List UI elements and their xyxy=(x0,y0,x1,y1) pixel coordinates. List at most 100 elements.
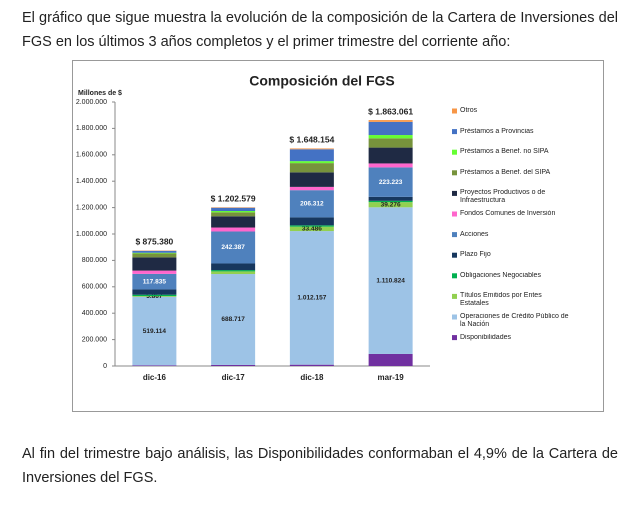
bar-segment xyxy=(211,364,256,366)
data-label: 242.387 xyxy=(221,244,245,251)
legend-entry: Acciones xyxy=(460,230,489,238)
legend-label: Disponibilidades xyxy=(460,333,511,341)
legend-entry: Disponibilidades xyxy=(460,333,511,341)
y-tick-label: 1.200.000 xyxy=(76,204,107,211)
bar-segment xyxy=(289,149,334,162)
bar-segment xyxy=(289,163,334,173)
bar-segment xyxy=(368,353,413,366)
bar-segment xyxy=(289,172,334,187)
legend-swatch xyxy=(452,314,457,320)
data-label: 688.717 xyxy=(221,316,245,323)
legend-label: Préstamos a Provincias xyxy=(460,127,534,135)
legend-swatch xyxy=(452,293,457,299)
bar-segment xyxy=(211,231,256,264)
bar-segment xyxy=(132,365,177,366)
y-axis-label: Millones de $ xyxy=(78,90,122,97)
bar-segment xyxy=(289,217,334,226)
legend-entry: Títulos Emitidos por Entes Estatales xyxy=(460,292,542,308)
legend-entry: Proyectos Productivos o de Infraestructu… xyxy=(460,189,545,204)
legend-entry: Plazo Fijo xyxy=(460,251,491,259)
legend-label: Plazo Fijo xyxy=(460,251,491,259)
bar-segment xyxy=(211,270,256,272)
bar-segment xyxy=(368,200,413,203)
legend-swatch xyxy=(452,149,457,155)
bar-segment xyxy=(368,121,413,136)
bar-segment xyxy=(211,263,256,271)
legend-label: Fondos Comunes de Inversión xyxy=(460,210,556,217)
y-tick-label: 200.000 xyxy=(82,336,107,343)
legend-entry: Obligaciones Negociables xyxy=(460,272,541,279)
total-label: $ 1.648.154 xyxy=(289,135,334,145)
bar-segment xyxy=(368,163,413,168)
legend-swatch xyxy=(452,335,457,341)
y-tick-label: 400.000 xyxy=(82,310,107,317)
chart-title: Composición del FGS xyxy=(249,73,394,89)
legend-swatch xyxy=(452,129,457,135)
paragraph: El gráfico que sigue muestra la evolució… xyxy=(22,10,618,50)
legend-label: Operaciones de Crédito Público de la Nac… xyxy=(460,313,569,328)
bar-segment xyxy=(368,207,413,354)
chart-frame xyxy=(72,60,604,412)
legend-swatch xyxy=(452,252,457,258)
paragraph: Al fin del trimestre bajo análisis, las … xyxy=(22,446,618,486)
bar-segment xyxy=(132,257,177,271)
bar-segment xyxy=(211,212,256,217)
legend-swatch xyxy=(452,211,457,217)
bar-segment xyxy=(211,216,256,228)
bar-segment xyxy=(132,250,177,253)
bar-segment xyxy=(368,202,413,208)
legend-entry: Fondos Comunes de Inversión xyxy=(460,210,556,217)
bar-segment xyxy=(132,252,177,254)
legend-entry: Préstamos a Benef. del SIPA xyxy=(460,168,551,176)
y-tick-label: 1.400.000 xyxy=(76,178,107,185)
legend-swatch xyxy=(452,232,457,238)
legend-entry: Préstamos a Provincias xyxy=(460,127,534,135)
legend-swatch xyxy=(452,108,457,114)
legend-entry: Otros xyxy=(460,107,478,114)
total-label: $ 1.202.579 xyxy=(211,194,256,204)
legend-label: Acciones xyxy=(460,230,489,238)
total-label: $ 1.863.061 xyxy=(368,106,413,116)
bar-segment xyxy=(211,274,256,365)
bar-segment xyxy=(211,227,256,232)
bar-segment xyxy=(289,225,334,227)
legend-label: Préstamos a Benef. del SIPA xyxy=(460,168,551,176)
data-label: 1.110.824 xyxy=(376,277,405,284)
legend-label: Préstamos a Benef. no SIPA xyxy=(460,148,549,156)
data-label: 519.114 xyxy=(143,328,167,335)
y-tick-label: 1.800.000 xyxy=(76,125,107,132)
data-label: 1.012.157 xyxy=(297,295,326,302)
bar-segment xyxy=(132,296,177,366)
data-label: 33.486 xyxy=(302,226,322,233)
legend-swatch xyxy=(452,273,457,279)
y-tick-label: 0 xyxy=(103,363,107,370)
x-tick-label: mar-19 xyxy=(378,373,405,382)
bar-segment xyxy=(132,253,177,258)
data-label: 117.835 xyxy=(143,278,167,285)
bar-segment xyxy=(368,138,413,148)
x-tick-label: dic-18 xyxy=(300,373,324,382)
bar-segment xyxy=(289,190,334,218)
y-tick-label: 1.000.000 xyxy=(76,231,107,238)
bar-segment xyxy=(211,271,256,275)
y-tick-label: 800.000 xyxy=(82,257,107,264)
legend-label: Otros xyxy=(460,107,478,114)
bar-segment xyxy=(289,231,334,365)
bar-segment xyxy=(289,148,334,150)
bar-segment xyxy=(132,270,177,274)
y-tick-label: 1.600.000 xyxy=(76,152,107,159)
bar-segment xyxy=(368,147,413,164)
bar-segment xyxy=(289,161,334,164)
y-tick-label: 600.000 xyxy=(82,284,107,291)
bar-segment xyxy=(368,120,413,122)
legend-label: Títulos Emitidos por Entes Estatales xyxy=(460,292,542,308)
bar-segment xyxy=(368,196,413,201)
bar-segment xyxy=(211,211,256,213)
bar-segment xyxy=(211,207,256,212)
y-tick-label: 2.000.000 xyxy=(76,99,107,106)
legend-entry: Operaciones de Crédito Público de la Nac… xyxy=(460,313,569,328)
bar-segment xyxy=(132,294,177,297)
legend-swatch xyxy=(452,190,457,196)
